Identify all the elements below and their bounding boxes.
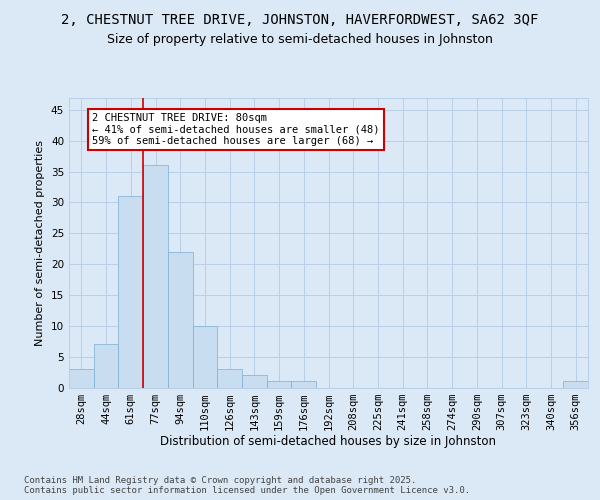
Bar (267, 382, 292, 388)
Text: Contains HM Land Registry data © Crown copyright and database right 2025.
Contai: Contains HM Land Registry data © Crown c… (24, 476, 470, 495)
Bar (94, 344, 118, 388)
Text: 2 CHESTNUT TREE DRIVE: 80sqm
← 41% of semi-detached houses are smaller (48)
59% : 2 CHESTNUT TREE DRIVE: 80sqm ← 41% of se… (92, 113, 380, 146)
Text: Size of property relative to semi-detached houses in Johnston: Size of property relative to semi-detach… (107, 32, 493, 46)
Bar (193, 326, 217, 388)
Bar (168, 252, 193, 388)
Text: 2, CHESTNUT TREE DRIVE, JOHNSTON, HAVERFORDWEST, SA62 3QF: 2, CHESTNUT TREE DRIVE, JOHNSTON, HAVERF… (61, 12, 539, 26)
Bar (292, 382, 316, 388)
Bar (217, 369, 242, 388)
Bar (69, 369, 94, 388)
Y-axis label: Number of semi-detached properties: Number of semi-detached properties (35, 140, 46, 346)
Bar (118, 196, 143, 388)
X-axis label: Distribution of semi-detached houses by size in Johnston: Distribution of semi-detached houses by … (161, 436, 497, 448)
Bar (563, 382, 588, 388)
Bar (143, 166, 168, 388)
Bar (242, 375, 267, 388)
